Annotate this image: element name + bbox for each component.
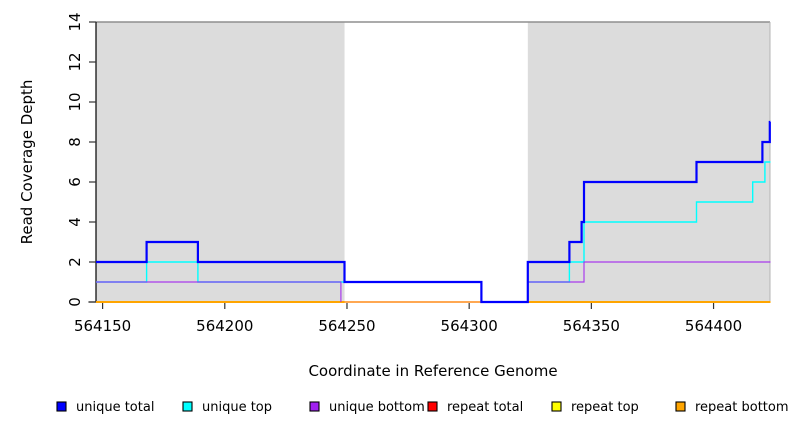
- legend-swatch-unique-top: [182, 401, 193, 412]
- x-tick-label: 564400: [685, 317, 742, 335]
- legend-label-repeat-bottom: repeat bottom: [695, 400, 789, 415]
- legend-item-unique-bottom: unique bottom: [309, 400, 425, 415]
- legend-swatch-repeat-top: [551, 401, 562, 412]
- legend-swatch-repeat-total: [427, 401, 438, 412]
- y-tick-label: 10: [66, 92, 84, 111]
- legend-item-repeat-top: repeat top: [551, 400, 639, 415]
- legend-label-repeat-top: repeat top: [571, 400, 639, 415]
- x-tick-label: 564250: [318, 317, 375, 335]
- y-tick-label: 8: [66, 137, 84, 147]
- legend-swatch-repeat-bottom: [675, 401, 686, 412]
- legend-item-unique-top: unique top: [182, 400, 272, 415]
- axes: 564150 564200 564250 564300 564350 564400 0 2 4 6…: [66, 12, 742, 335]
- series-unique-top-line: [96, 161, 771, 303]
- legend-label-unique-total: unique total: [76, 400, 154, 415]
- series-layer: [96, 120, 771, 304]
- y-axis-title: Read Coverage Depth: [18, 80, 36, 245]
- y-tick-label: 0: [66, 297, 84, 307]
- legend-item-repeat-bottom: repeat bottom: [675, 400, 789, 415]
- x-tick-label: 564200: [196, 317, 253, 335]
- y-tick-label: 6: [66, 177, 84, 187]
- x-tick-label: 564150: [74, 317, 131, 335]
- series-unique-total-line: [96, 120, 771, 304]
- y-tick-label: 4: [66, 217, 84, 227]
- y-tick-label: 2: [66, 257, 84, 267]
- series-unique-bottom-line: [96, 281, 342, 302]
- legend-item-repeat-total: repeat total: [427, 400, 523, 415]
- legend-item-unique-total: unique total: [56, 400, 154, 415]
- y-tick-label: 12: [66, 52, 84, 71]
- x-tick-label: 564300: [441, 317, 498, 335]
- left-gray-region: [96, 22, 345, 302]
- x-tick-label: 564350: [563, 317, 620, 335]
- legend-label-unique-bottom: unique bottom: [329, 400, 425, 415]
- legend-swatch-unique-total: [56, 401, 67, 412]
- legend-label-unique-top: unique top: [202, 400, 272, 415]
- y-tick-label: 14: [66, 12, 84, 31]
- legend: unique total unique top unique bottom repea…: [56, 400, 789, 415]
- legend-swatch-unique-bottom: [309, 401, 320, 412]
- legend-label-repeat-total: repeat total: [447, 400, 523, 415]
- x-axis-title: Coordinate in Reference Genome: [308, 362, 557, 380]
